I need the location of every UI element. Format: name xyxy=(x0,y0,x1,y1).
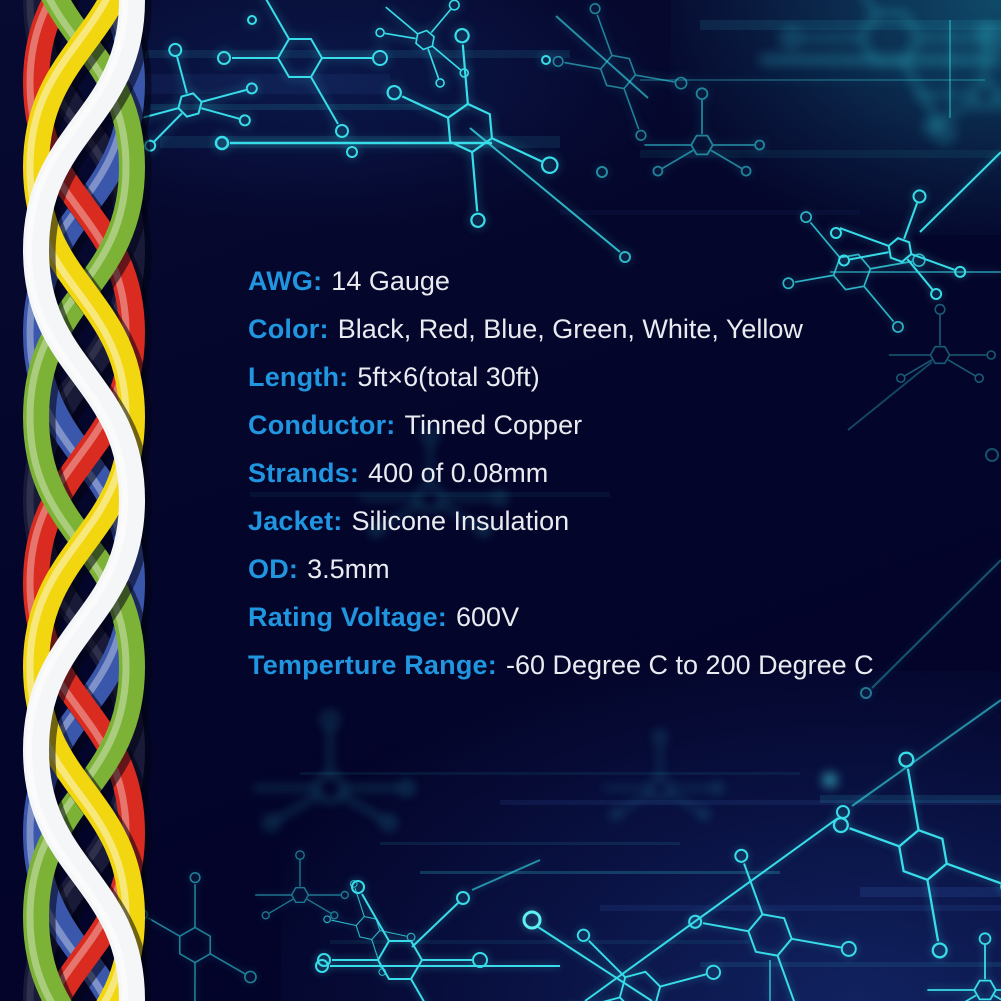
spec-label: Strands: xyxy=(248,458,360,488)
spec-label: Jacket: xyxy=(248,506,343,536)
spec-label: Rating Voltage: xyxy=(248,602,448,632)
spec-label: Conductor: xyxy=(248,410,396,440)
spec-value: Tinned Copper xyxy=(404,410,583,440)
spec-value: 600V xyxy=(456,602,520,632)
spec-value: Silicone Insulation xyxy=(351,506,570,536)
spec-value: 5ft×6(total 30ft) xyxy=(357,362,540,392)
twisted-wires-image xyxy=(0,0,200,1001)
spec-row-rating-voltage: Rating Voltage: 600V xyxy=(248,593,874,641)
spec-list: AWG: 14 Gauge Color: Black, Red, Blue, Gre… xyxy=(248,257,874,689)
spec-label: AWG: xyxy=(248,266,323,296)
spec-label: Length: xyxy=(248,362,349,392)
spec-value: 14 Gauge xyxy=(331,266,450,296)
spec-value: Black, Red, Blue, Green, White, Yellow xyxy=(337,314,803,344)
spec-row-od: OD: 3.5mm xyxy=(248,545,874,593)
spec-label: Color: xyxy=(248,314,329,344)
spec-row-strands: Strands: 400 of 0.08mm xyxy=(248,449,874,497)
spec-row-awg: AWG: 14 Gauge xyxy=(248,257,874,305)
spec-row-jacket: Jacket: Silicone Insulation xyxy=(248,497,874,545)
spec-value: 3.5mm xyxy=(307,554,390,584)
spec-row-temperature-range: Temperture Range: -60 Degree C to 200 Deg… xyxy=(248,641,874,689)
spec-row-color: Color: Black, Red, Blue, Green, White, Ye… xyxy=(248,305,874,353)
spec-value: -60 Degree C to 200 Degree C xyxy=(505,650,874,680)
light-streaks xyxy=(140,20,1001,967)
spec-value: 400 of 0.08mm xyxy=(368,458,549,488)
spec-row-length: Length: 5ft×6(total 30ft) xyxy=(248,353,874,401)
spec-label: OD: xyxy=(248,554,299,584)
spec-label: Temperture Range: xyxy=(248,650,497,680)
spec-row-conductor: Conductor: Tinned Copper xyxy=(248,401,874,449)
